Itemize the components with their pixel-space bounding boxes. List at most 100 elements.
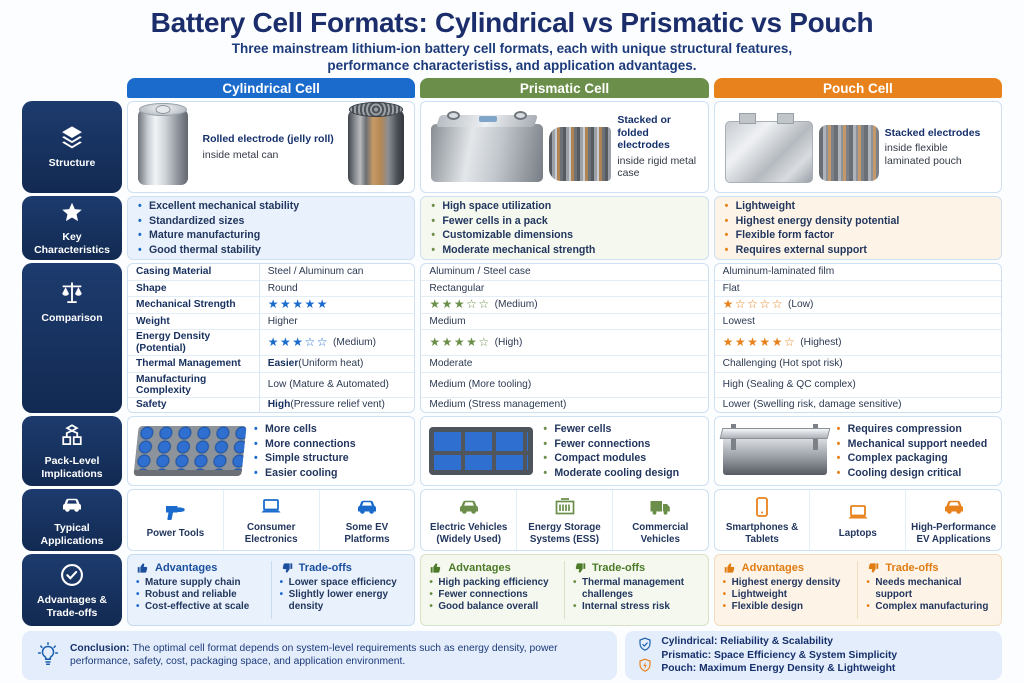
comparison-values-pouch: Aluminum-laminated film Flat ★☆☆☆☆ (Low) … — [714, 264, 1001, 412]
application-label: Electric Vehicles (Widely Used) — [430, 522, 508, 545]
application-item: Smartphones & Tablets — [715, 490, 811, 550]
laptop-icon — [848, 504, 868, 519]
value-text: Low (Mature & Automated) — [267, 379, 389, 391]
advantages-heading: Advantages — [723, 561, 850, 575]
application-label: Consumer Electronics — [244, 522, 298, 545]
value-bold: Easier — [267, 358, 299, 370]
sidebar-item-comparison: Comparison — [22, 263, 122, 413]
star-rating-label: (Medium) — [333, 336, 377, 348]
application-item: Electric Vehicles (Widely Used) — [421, 490, 518, 550]
structure-cell-prismatic: Stacked or folded electrodes inside rigi… — [420, 101, 709, 193]
characteristics-list: Lightweight Highest energy density poten… — [725, 199, 900, 257]
car-icon — [944, 500, 963, 514]
sidebar-label: Advantages & Trade-offs — [36, 594, 108, 619]
bullet-item: Lower space efficiency — [280, 577, 407, 589]
pouch-cell-photo — [724, 113, 813, 183]
sidebar-item-key-characteristics: Key Characteristics — [22, 196, 122, 260]
comparison-value: Aluminum-laminated film — [714, 264, 1001, 281]
characteristics-list: High space utilization Fewer cells in a … — [431, 199, 595, 257]
bullet-item: Cooling design critical — [837, 466, 988, 481]
advantages-heading: Advantages — [429, 561, 556, 575]
bullet-item: Compact modules — [543, 451, 679, 466]
subtitle-line-1: Three mainstream lithium-ion battery cel… — [231, 41, 793, 56]
car-icon — [459, 500, 478, 514]
comparison-value: Lower (Swelling risk, damage sensitive) — [715, 398, 1001, 412]
bullet-item: Robust and reliable — [136, 589, 263, 601]
tradeoffs-block: Trade-offs Needs mechanical support Comp… — [866, 561, 993, 619]
stacked-electrodes-photo — [549, 127, 612, 181]
smartphone-icon — [756, 497, 768, 517]
comparison-value: ★★★★★☆ (Highest) — [714, 330, 1001, 356]
characteristics-cell-pouch: Lightweight Highest energy density poten… — [713, 196, 1002, 260]
bullet-item: Requires compression — [837, 422, 988, 437]
comparison-value: Low (Mature & Automated) — [259, 373, 415, 398]
layers-icon — [62, 126, 82, 149]
page-header: Battery Cell Formats: Cylindrical vs Pri… — [0, 0, 1024, 74]
sidebar-label: Structure — [48, 157, 96, 170]
bullet-item: Complex packaging — [837, 451, 988, 466]
comparison-label: Mechanical Strength — [128, 297, 259, 314]
jelly-roll-photo — [348, 102, 405, 185]
summary-line-prismatic: Prismatic: Space Efficiency & System Sim… — [661, 649, 898, 661]
bullet-item: Mature manufacturing — [138, 228, 299, 243]
application-label: Energy Storage Systems (ESS) — [528, 522, 601, 545]
scales-icon — [62, 282, 82, 304]
sidebar-item-advantages-tradeoffs: Advantages & Trade-offs — [22, 554, 122, 626]
value-text: Aluminum / Steel case — [429, 266, 531, 278]
advantages-block: Advantages Mature supply chain Robust an… — [136, 561, 263, 619]
column-header-cylindrical: Cylindrical Cell — [127, 78, 416, 98]
divider — [270, 561, 272, 619]
application-item: Laptops — [810, 490, 907, 550]
comparison-value: Challenging (Hot spot risk) — [714, 356, 1001, 373]
star-rating-label: (Low) — [787, 299, 814, 311]
structure-caption-normal: inside metal can — [202, 148, 279, 161]
bullet-item: High packing efficiency — [429, 577, 556, 589]
tradeoffs-heading: Trade-offs — [280, 561, 407, 575]
tradeoffs-title: Trade-offs — [592, 562, 646, 574]
tradeoffs-block: Trade-offs Lower space efficiency Slight… — [280, 561, 407, 619]
pack-list: Requires compression Mechanical support … — [837, 422, 988, 480]
thumb-up-icon — [431, 563, 441, 573]
application-label: Some EV Platforms — [344, 522, 390, 545]
advantages-list: High packing efficiency Fewer connection… — [429, 577, 556, 613]
comparison-value: High (Sealing & QC complex) — [714, 373, 1001, 398]
comparison-value: Easier (Uniform heat) — [259, 356, 415, 373]
car-icon — [63, 498, 81, 512]
value-text: Flat — [722, 282, 740, 294]
bullet-item: Moderate cooling design — [543, 466, 679, 481]
bullet-item: High space utilization — [431, 199, 595, 214]
summary-line-pouch: Pouch: Maximum Energy Density & Lightwei… — [661, 663, 896, 674]
thumb-up-icon — [137, 563, 148, 573]
comparison-value: Rectangular — [421, 281, 708, 297]
advantages-list: Mature supply chain Robust and reliable … — [136, 577, 263, 613]
star-rating: ★☆☆☆☆ — [722, 297, 784, 312]
laptop-icon — [261, 499, 281, 513]
comparison-value: ★★★★★ — [259, 297, 415, 314]
bullet-item: Requires external support — [725, 243, 900, 258]
structure-caption-bold: Stacked electrodes — [884, 126, 981, 139]
cylindrical-cell-photo — [138, 103, 188, 185]
pouch-stack-photo — [818, 125, 879, 181]
bullet-item: Needs mechanical support — [866, 577, 993, 601]
bullet-item: Fewer connections — [429, 589, 556, 601]
bullet-item: Mechanical support needed — [837, 437, 988, 452]
application-item: Energy Storage Systems (ESS) — [517, 490, 613, 550]
tradeoffs-list: Needs mechanical support Complex manufac… — [866, 577, 993, 613]
sidebar-label: Typical Applications — [40, 522, 104, 547]
advantages-heading: Advantages — [136, 561, 263, 575]
bullet-item: Fewer cells in a pack — [431, 214, 595, 229]
sidebar-item-structure: Structure — [22, 101, 122, 193]
application-item: Power Tools — [128, 490, 224, 550]
battery-container-icon — [555, 498, 574, 515]
star-rating: ★★★★☆ — [429, 334, 491, 349]
bullet-item: Cost-effective at scale — [136, 601, 263, 613]
summary-icons — [637, 636, 653, 674]
structure-caption-bold: Rolled electrode (jelly roll) — [202, 133, 334, 145]
value-text: Medium — [429, 315, 466, 327]
application-label: Smartphones & Tablets — [725, 522, 799, 545]
tradeoffs-title: Trade-offs — [885, 562, 939, 574]
value-text: Round — [267, 282, 298, 294]
characteristics-cell-prismatic: High space utilization Fewer cells in a … — [420, 196, 709, 260]
comparison-value: Flat — [714, 281, 1001, 297]
bullet-item: Customizable dimensions — [431, 228, 595, 243]
